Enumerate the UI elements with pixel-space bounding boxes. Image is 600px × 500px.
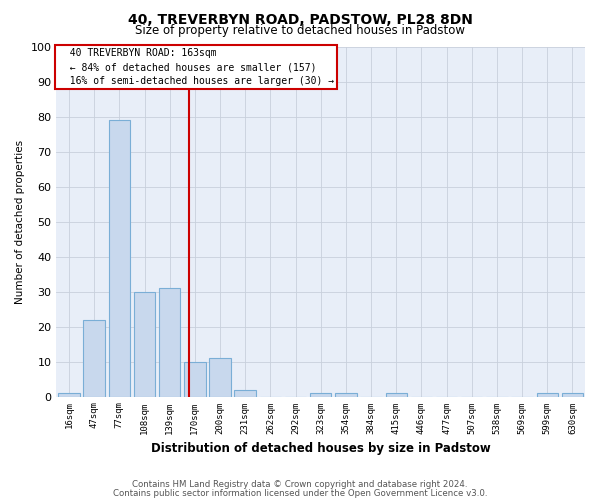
Bar	[83, 320, 105, 396]
Text: 40, TREVERBYN ROAD, PADSTOW, PL28 8DN: 40, TREVERBYN ROAD, PADSTOW, PL28 8DN	[128, 12, 472, 26]
Bar	[184, 362, 206, 396]
Bar	[134, 292, 155, 397]
X-axis label: Distribution of detached houses by size in Padstow: Distribution of detached houses by size …	[151, 442, 491, 455]
Bar	[386, 393, 407, 396]
Text: Contains public sector information licensed under the Open Government Licence v3: Contains public sector information licen…	[113, 488, 487, 498]
Bar	[310, 393, 331, 396]
Bar	[109, 120, 130, 396]
Bar	[159, 288, 181, 397]
Text: 40 TREVERBYN ROAD: 163sqm
  ← 84% of detached houses are smaller (157)
  16% of : 40 TREVERBYN ROAD: 163sqm ← 84% of detac…	[58, 48, 334, 86]
Bar	[58, 393, 80, 396]
Y-axis label: Number of detached properties: Number of detached properties	[15, 140, 25, 304]
Bar	[235, 390, 256, 396]
Text: Contains HM Land Registry data © Crown copyright and database right 2024.: Contains HM Land Registry data © Crown c…	[132, 480, 468, 489]
Bar	[536, 393, 558, 396]
Bar	[209, 358, 231, 397]
Bar	[562, 393, 583, 396]
Text: Size of property relative to detached houses in Padstow: Size of property relative to detached ho…	[135, 24, 465, 37]
Bar	[335, 393, 356, 396]
